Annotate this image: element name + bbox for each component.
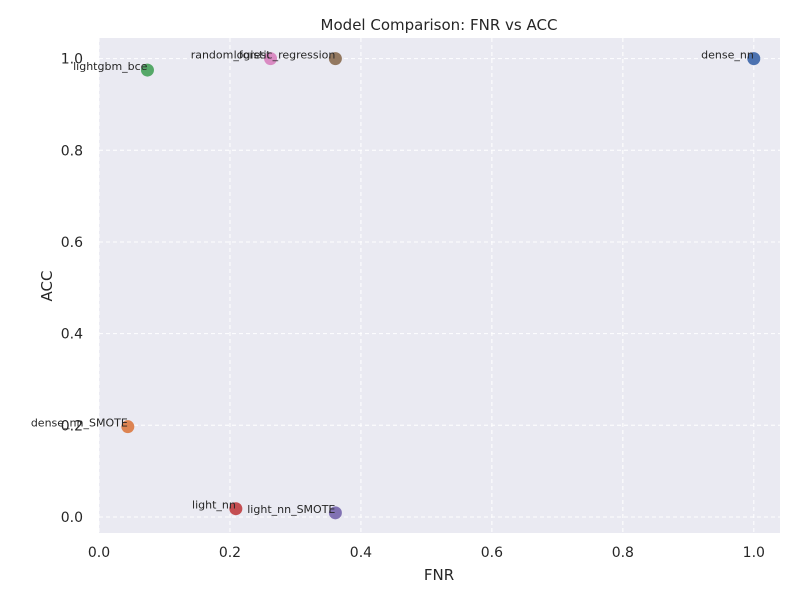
plot-background: [99, 38, 780, 533]
x-tick-labels: 0.0 0.2 0.4 0.6 0.8 1.0: [88, 545, 765, 561]
data-points: dense_nn dense_nn_SMOTE lightgbm_bce light_…: [31, 49, 761, 520]
y-tick-label: 0.4: [61, 327, 83, 343]
x-tick-label: 0.8: [612, 545, 634, 561]
data-point: [229, 502, 243, 516]
y-axis-title: ACC: [38, 271, 56, 302]
y-tick-label: 0.8: [61, 143, 83, 159]
x-tick-label: 0.0: [88, 545, 110, 561]
x-tick-label: 0.2: [219, 545, 241, 561]
x-tick-label: 1.0: [743, 545, 765, 561]
data-point-label: logistic_regression: [234, 49, 336, 62]
chart-title: Model Comparison: FNR vs ACC: [321, 16, 558, 34]
data-point-label: lightgbm_bce: [73, 60, 148, 73]
x-tick-label: 0.4: [350, 545, 372, 561]
data-point-label: light_nn: [192, 499, 236, 512]
data-point-label: light_nn_SMOTE: [247, 503, 335, 516]
data-point: [328, 52, 342, 66]
y-tick-label: 0.0: [61, 510, 83, 526]
data-point-label: dense_nn: [701, 49, 754, 62]
x-axis-title: FNR: [424, 566, 454, 584]
data-point-label: dense_nn_SMOTE: [31, 417, 128, 430]
data-point: [328, 506, 342, 520]
y-tick-labels: 0.0 0.2 0.4 0.6 0.8 1.0: [61, 52, 83, 526]
y-tick-label: 1.0: [61, 52, 83, 68]
data-point: [747, 52, 761, 66]
data-point: [121, 420, 135, 434]
grid: [98, 38, 780, 533]
y-tick-label: 0.6: [61, 235, 83, 251]
data-point: [140, 63, 154, 77]
x-tick-label: 0.6: [481, 545, 503, 561]
data-point: [264, 52, 278, 66]
y-tick-label: 0.2: [61, 418, 83, 434]
data-point-label: random_forest: [191, 49, 272, 62]
